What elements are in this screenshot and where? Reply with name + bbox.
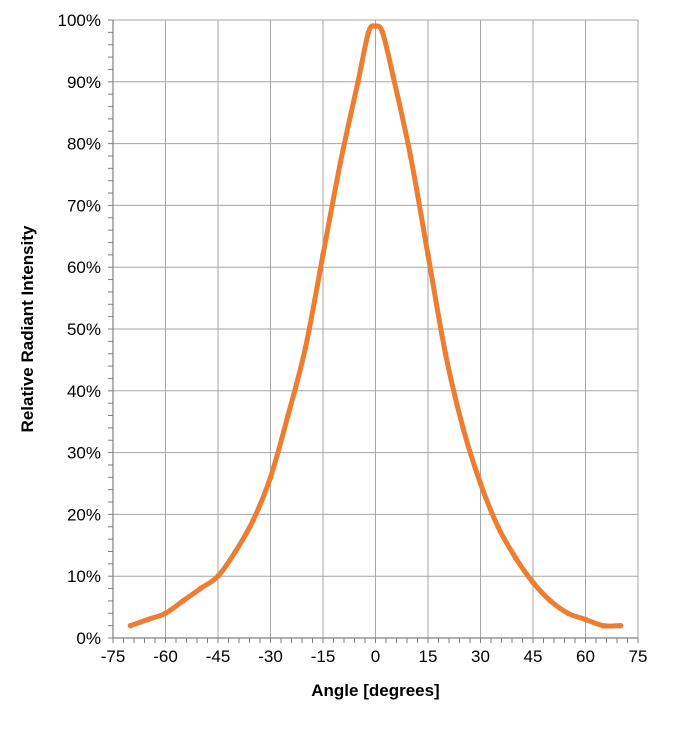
y-tick-label: 50%	[67, 320, 101, 339]
data-point	[582, 616, 589, 623]
data-point	[442, 350, 449, 357]
data-point	[215, 573, 221, 579]
data-point	[460, 425, 466, 431]
x-tick-label: 15	[419, 647, 438, 666]
x-tick-label: -15	[311, 647, 336, 666]
y-tick-label: 0%	[76, 629, 101, 648]
data-point	[162, 610, 169, 617]
x-tick-label: 30	[471, 647, 490, 666]
x-tick-label: -60	[153, 647, 178, 666]
data-point	[600, 622, 606, 629]
data-point	[425, 252, 431, 258]
y-tick-label: 40%	[67, 382, 101, 401]
axis-layer	[112, 20, 638, 639]
data-point	[379, 29, 386, 36]
data-point	[337, 159, 344, 165]
data-point	[285, 412, 291, 419]
x-tick-label: 75	[629, 647, 648, 666]
data-point	[267, 474, 274, 481]
data-point	[390, 72, 396, 79]
series-layer	[127, 23, 624, 629]
data-point	[250, 517, 256, 524]
data-point	[617, 622, 624, 629]
data-point	[320, 252, 326, 258]
x-axis-title: Angle [degrees]	[311, 681, 439, 700]
y-axis-title: Relative Radiant Intensity	[18, 225, 37, 432]
grid-layer	[112, 19, 639, 639]
data-point	[127, 622, 134, 629]
minor-tick-layer	[108, 19, 639, 643]
data-point	[477, 480, 484, 487]
data-point	[197, 585, 204, 592]
data-point	[512, 554, 519, 561]
x-tick-label: 0	[371, 647, 380, 666]
y-tick-label: 60%	[67, 258, 101, 277]
data-point	[407, 153, 414, 159]
y-tick-label: 90%	[67, 73, 101, 92]
label-layer: -75 -60 -45 -30 -15 0 15 30 45 60 75 0% 10% 20% 30% 40%…	[58, 11, 648, 666]
data-point	[355, 79, 361, 85]
data-point	[495, 523, 501, 530]
x-tick-label: -75	[101, 647, 126, 666]
x-tick-label: -45	[206, 647, 231, 666]
x-tick-label: 60	[576, 647, 595, 666]
y-tick-label: 100%	[58, 11, 101, 30]
data-point	[365, 29, 372, 36]
y-tick-label: 20%	[67, 505, 101, 524]
x-tick-label: 45	[524, 647, 543, 666]
x-tick-label: -30	[258, 647, 283, 666]
y-tick-label: 30%	[67, 444, 101, 463]
y-tick-label: 80%	[67, 135, 101, 154]
data-point	[302, 344, 309, 351]
data-point	[180, 598, 186, 604]
data-point	[547, 598, 554, 604]
data-point	[232, 548, 239, 555]
data-point	[565, 610, 571, 617]
data-point	[372, 23, 379, 29]
y-tick-label: 10%	[67, 567, 101, 586]
data-point	[530, 579, 536, 586]
y-tick-label: 70%	[67, 196, 101, 215]
data-point	[145, 616, 151, 623]
